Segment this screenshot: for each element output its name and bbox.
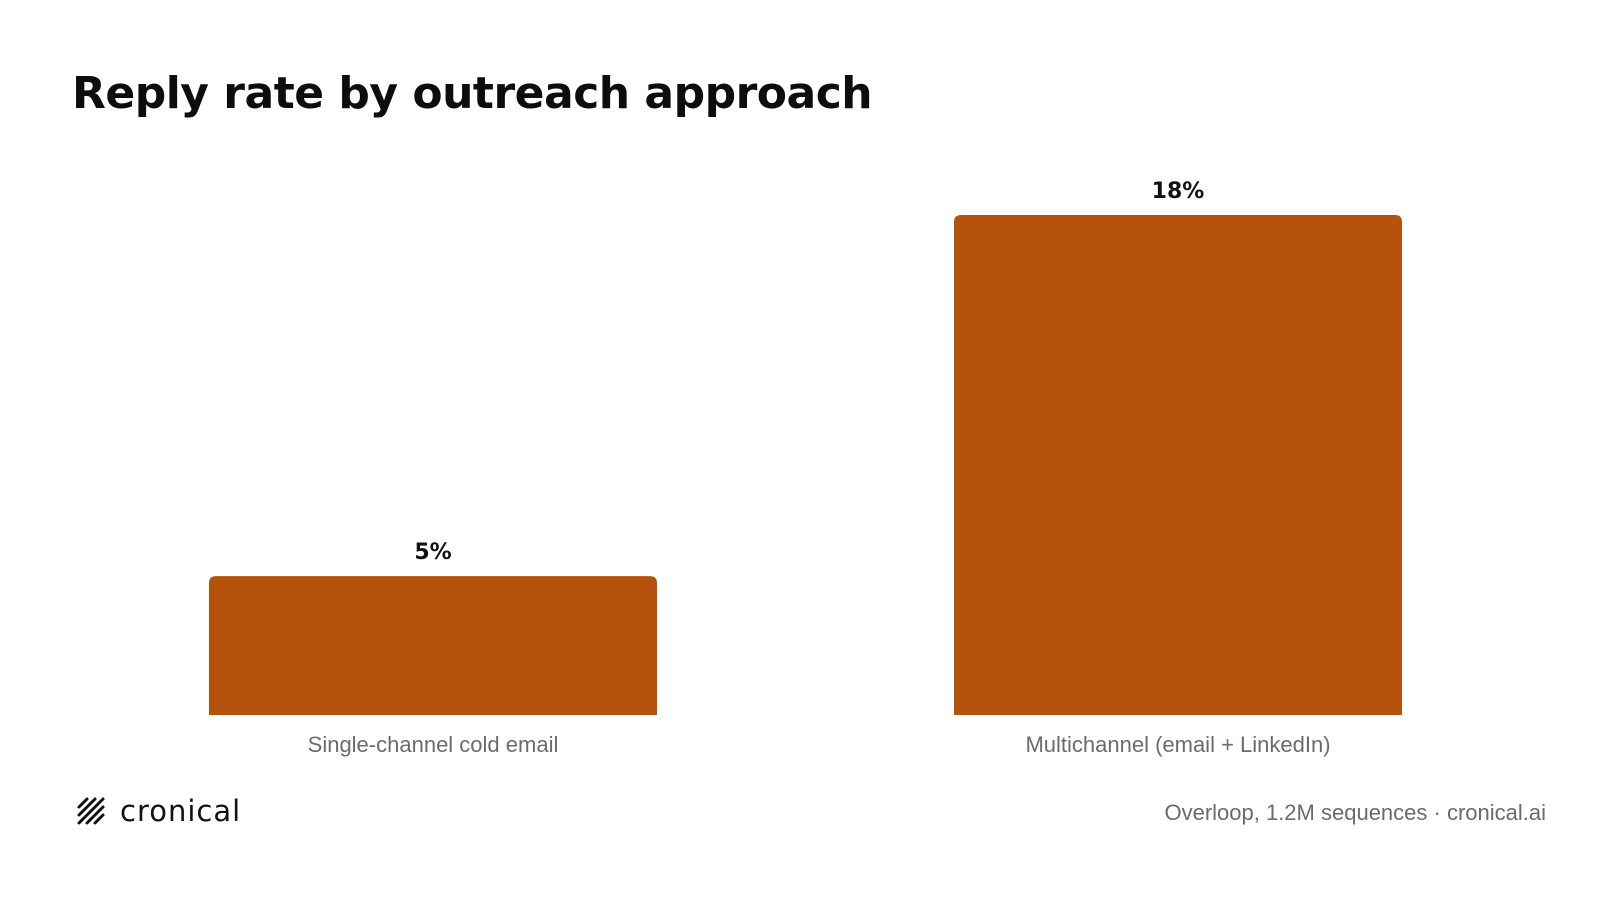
chart-title: Reply rate by outreach approach — [72, 68, 873, 119]
category-label-1: Multichannel (email + LinkedIn) — [1025, 732, 1330, 757]
bar-value-label-1: 18% — [1152, 179, 1205, 204]
brand-logo: cronical — [76, 796, 241, 826]
bar-value-label-0: 5% — [414, 540, 451, 565]
bar-chart: 5% Single-channel cold email 18% Multichann… — [209, 179, 1402, 757]
source-note: Overloop, 1.2M sequences · cronical.ai — [1164, 800, 1546, 825]
brand-name: cronical — [120, 793, 242, 828]
category-label-0: Single-channel cold email — [308, 732, 559, 757]
cronical-logo-icon — [77, 797, 105, 825]
bar-0 — [209, 576, 657, 715]
bar-1 — [954, 215, 1402, 715]
